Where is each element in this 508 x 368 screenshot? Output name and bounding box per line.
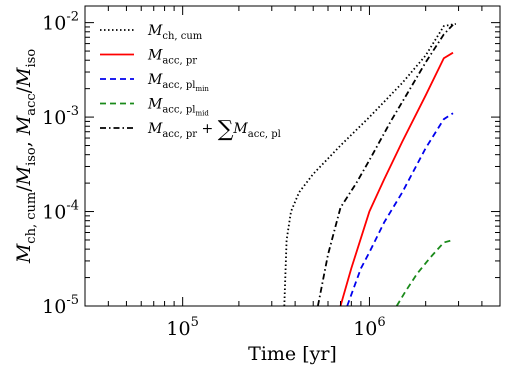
y-tick-label: 10-3 <box>42 104 79 129</box>
series-line-4 <box>318 25 453 306</box>
y-tick-label: 10-5 <box>42 293 79 318</box>
x-tick-label: 106 <box>353 315 385 340</box>
y-tick-label: 10-4 <box>42 199 79 224</box>
legend-label-0: Mch, cum <box>147 23 203 42</box>
y-axis-title: Mch, cum/Miso, Macc/Miso <box>13 49 39 264</box>
series-line-1 <box>341 53 454 306</box>
series-line-0 <box>284 24 456 306</box>
legend-label-1: Macc, pr <box>147 48 197 67</box>
legend-label-4: Macc, pr + ∑Macc, pl <box>147 117 281 142</box>
y-axis-title-text: Mch, cum/Miso, Macc/Miso <box>13 49 39 264</box>
series-line-3 <box>397 240 453 306</box>
legend-label-2: Macc, plmin <box>147 72 209 93</box>
axis-tick-labels: 105 106 10-5 10-4 10-3 10-2 <box>42 10 386 340</box>
legend-label-3: Macc, plmid <box>147 97 209 118</box>
y-tick-label: 10-2 <box>42 10 79 35</box>
x-axis-title: Time [yr] <box>248 343 337 365</box>
x-tick-label: 105 <box>166 315 198 340</box>
plot-lines <box>284 24 456 306</box>
series-line-2 <box>347 113 453 306</box>
legend: Mch, cum Macc, pr Macc, plmin Macc, plmidMa… <box>100 23 281 142</box>
